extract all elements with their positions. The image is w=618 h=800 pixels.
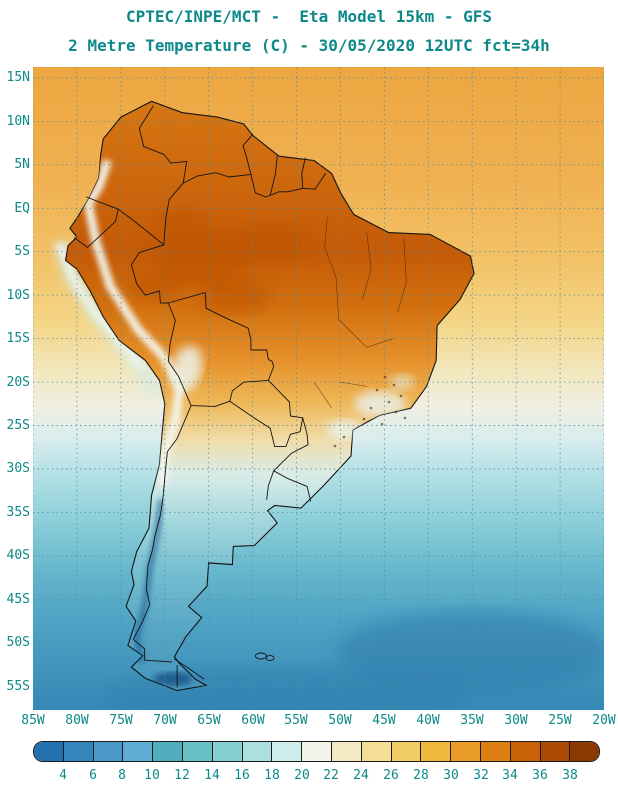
lon-tick-label: 30W: [504, 713, 528, 728]
colorbar-tick-label: 18: [264, 768, 280, 783]
lon-tick-label: 25W: [548, 713, 572, 728]
colorbar-segment: [450, 742, 480, 761]
state-borders: [313, 216, 407, 409]
colorbar-segment: [420, 742, 451, 761]
tierra-del-fuego-cold-patch: [153, 672, 193, 686]
lat-tick-label: 55S: [6, 679, 30, 694]
lon-tick-label: 80W: [65, 713, 89, 728]
colorbar-tick-label: 32: [473, 768, 489, 783]
colorbar-tick-label: 8: [118, 768, 126, 783]
colorbar-tick-label: 6: [89, 768, 97, 783]
colorbar-segment: [509, 742, 540, 761]
map-speckles: [333, 375, 407, 448]
colorbar-segment: [271, 742, 302, 761]
lat-tick-label: 10N: [6, 114, 30, 129]
southeast-brazil-cool-patches: [326, 374, 414, 440]
lat-tick-label: 40S: [6, 548, 30, 563]
colorbar-tick-label: 16: [234, 768, 250, 783]
colorbar-segment: [569, 742, 599, 761]
colorbar-tick-label: 36: [532, 768, 548, 783]
lat-tick-label: 10S: [6, 288, 30, 303]
lat-tick-label: 5S: [14, 244, 30, 259]
colorbar-segment: [152, 742, 182, 761]
colorbar-segment: [539, 742, 570, 761]
lon-tick-label: 45W: [372, 713, 396, 728]
colorbar-tick-label: 10: [144, 768, 160, 783]
colorbar-tick-label: 12: [174, 768, 190, 783]
map-title-line2: 2 Metre Temperature (C) - 30/05/2020 12U…: [68, 36, 550, 55]
colorbar-tick-label: 28: [413, 768, 429, 783]
lat-tick-label: 20S: [6, 375, 30, 390]
colorbar-segment: [301, 742, 331, 761]
lon-tick-label: 85W: [21, 713, 45, 728]
lon-tick-label: 50W: [328, 713, 352, 728]
colorbar-segment: [390, 742, 421, 761]
colorbar-tick-label: 20: [294, 768, 310, 783]
lon-tick-label: 75W: [109, 713, 133, 728]
lat-tick-label: 15S: [6, 331, 30, 346]
colorbar-segment: [211, 742, 242, 761]
lon-tick-label: 70W: [153, 713, 177, 728]
country-borders: [73, 105, 326, 688]
colorbar-tick-label: 34: [502, 768, 518, 783]
south-america-temperature-map: [33, 67, 604, 710]
colorbar-segment: [360, 742, 391, 761]
colorbar-segment: [62, 742, 93, 761]
lat-tick-label: EQ: [14, 201, 30, 216]
lon-tick-label: 40W: [416, 713, 440, 728]
altiplano-cold-patch: [170, 345, 203, 393]
colorbar-tick-label: 4: [59, 768, 67, 783]
colorbar-segment: [181, 742, 212, 761]
lon-tick-label: 65W: [197, 713, 221, 728]
lon-tick-label: 60W: [241, 713, 265, 728]
colorbar-tick-label: 14: [204, 768, 220, 783]
lat-tick-label: 25S: [6, 418, 30, 433]
lat-tick-label: 30S: [6, 461, 30, 476]
colorbar-segment: [122, 742, 153, 761]
lat-tick-label: 15N: [6, 70, 30, 85]
lat-tick-label: 5N: [14, 157, 30, 172]
lon-tick-label: 20W: [592, 713, 616, 728]
lat-tick-label: 45S: [6, 592, 30, 607]
map-title-line1: CPTEC/INPE/MCT - Eta Model 15km - GFS: [125, 7, 493, 26]
lon-tick-label: 55W: [284, 713, 308, 728]
temperature-colorbar: [33, 741, 600, 762]
colorbar-tick-label: 24: [353, 768, 369, 783]
colorbar-segment: [34, 742, 63, 761]
colorbar-tick-label: 22: [323, 768, 339, 783]
colorbar-segment: [479, 742, 510, 761]
colorbar-tick-label: 38: [562, 768, 578, 783]
colorbar-tick-label: 30: [443, 768, 459, 783]
colorbar-tick-label: 26: [383, 768, 399, 783]
lon-tick-label: 35W: [460, 713, 484, 728]
colorbar-segment: [92, 742, 123, 761]
colorbar-segment: [241, 742, 272, 761]
andes-cold-band: [83, 159, 185, 487]
peru-coast-cold-current: [51, 240, 164, 399]
colorbar-segment: [330, 742, 361, 761]
lat-tick-label: 35S: [6, 505, 30, 520]
lat-tick-label: 50S: [6, 635, 30, 650]
falkland-islands: [255, 652, 275, 661]
